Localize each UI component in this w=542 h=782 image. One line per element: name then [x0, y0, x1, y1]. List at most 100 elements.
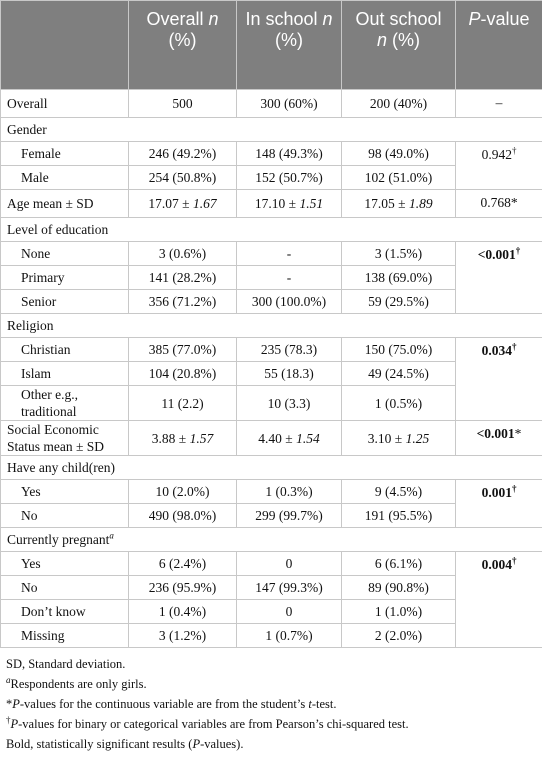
text: 89 (90.8%)	[368, 580, 429, 595]
value-cell: 500	[128, 89, 237, 118]
row-label: Islam	[0, 361, 129, 386]
text: -	[286, 246, 292, 261]
row: Social Economic Status mean ± SD 3.88 ± 1…	[0, 420, 542, 456]
value-cell: 0	[236, 551, 342, 576]
value-cell: 150 (75.0%)	[341, 337, 456, 362]
text: None	[21, 246, 51, 261]
superscript: †	[511, 483, 517, 494]
text: 490 (98.0%)	[148, 508, 217, 523]
value-cell: 4.40 ± 1.54	[236, 420, 342, 456]
value-cell: 17.10 ± 1.51	[236, 189, 342, 218]
text-run: 17.07 ±	[148, 196, 193, 211]
superscript: †	[6, 714, 11, 725]
text-run: -values for the continuous variable are …	[19, 697, 309, 711]
text-run: 1.51	[299, 196, 324, 211]
row-label: No	[0, 503, 129, 528]
text-run: 0.034	[481, 343, 512, 358]
text: Don’t know	[21, 604, 86, 619]
text: 10 (3.3)	[267, 395, 311, 411]
text: 0	[285, 556, 293, 571]
text-run: P	[10, 717, 19, 731]
text-run: t	[308, 697, 312, 711]
text: 356 (71.2%)	[148, 294, 217, 309]
p-value: 0.942†	[455, 141, 542, 190]
text-run: P	[468, 9, 481, 29]
row: Missing 3 (1.2%) 1 (0.7%) 2 (2.0%)	[0, 623, 542, 648]
text-run: 0.942	[481, 147, 512, 162]
text-run: -test.	[311, 697, 337, 711]
text: 11 (2.2)	[161, 395, 204, 411]
row-label: Other e.g., traditional	[0, 385, 129, 421]
superscript: a	[109, 530, 114, 541]
text: Level of education	[7, 222, 109, 237]
value-cell: 89 (90.8%)	[341, 575, 456, 600]
text: Overall	[7, 96, 48, 111]
footnote: SD, Standard deviation.	[6, 657, 536, 672]
text-run: 1.57	[189, 430, 214, 446]
value-cell: 138 (69.0%)	[341, 265, 456, 290]
row-label: Yes	[0, 479, 129, 504]
text: 104 (20.8%)	[148, 366, 217, 381]
p-value: 0.034†	[455, 337, 542, 421]
text: 500	[172, 96, 193, 111]
value-cell: 191 (95.5%)	[341, 503, 456, 528]
value-cell: 17.07 ± 1.67	[128, 189, 237, 218]
text-run: 1.89	[408, 196, 433, 211]
section-row: Religion	[0, 313, 542, 338]
text: 0.768*	[480, 195, 518, 210]
text: 299 (99.7%)	[255, 508, 323, 523]
value-cell: 1 (1.0%)	[341, 599, 456, 624]
text: Male	[21, 170, 49, 185]
value-cell: 1 (0.5%)	[341, 385, 456, 421]
row-label: Missing	[0, 623, 129, 648]
text: 152 (50.7%)	[255, 170, 323, 185]
value-cell: -	[236, 265, 342, 290]
p-value: <0.001*	[455, 420, 542, 456]
text-run: n	[376, 30, 387, 50]
row-label: No	[0, 575, 129, 600]
text-run: Out school	[355, 9, 442, 29]
value-cell: -	[236, 241, 342, 266]
row: Yes 10 (2.0%) 1 (0.3%) 9 (4.5%) 0.001†	[0, 479, 542, 528]
text: SD, Standard deviation.	[6, 657, 126, 671]
value-cell: 147 (99.3%)	[236, 575, 342, 600]
text: Yes	[21, 556, 41, 571]
value-cell: 3 (0.6%)	[128, 241, 237, 266]
text: 246 (49.2%)	[148, 146, 217, 161]
data-table: Overall n (%) In school n (%) Out school n…	[0, 0, 542, 648]
text-run: 1.54	[296, 430, 320, 446]
text-run: (%)	[275, 30, 303, 50]
text-run: n	[208, 9, 219, 29]
text-run: (%)	[168, 30, 197, 50]
text-run: P	[192, 737, 201, 751]
value-cell: 2 (2.0%)	[341, 623, 456, 648]
value-cell: 3 (1.2%)	[128, 623, 237, 648]
text: 49 (24.5%)	[368, 366, 429, 381]
text: No	[21, 508, 38, 523]
value-cell: 152 (50.7%)	[236, 165, 342, 190]
footnote: aRespondents are only girls.	[6, 675, 536, 692]
text-run: 17.05 ±	[364, 196, 409, 211]
text: 235 (78.3)	[260, 342, 318, 357]
text: 236 (95.9%)	[148, 580, 217, 595]
footnote: †P-values for binary or categorical vari…	[6, 714, 536, 732]
row-label: Social Economic Status mean ± SD	[0, 420, 129, 456]
text-run: Bold, statistically significant results …	[6, 737, 193, 751]
value-cell: 490 (98.0%)	[128, 503, 237, 528]
text: -	[286, 270, 292, 285]
value-cell: 1 (0.3%)	[236, 479, 342, 504]
row-label: Female	[0, 141, 129, 166]
text-run: *	[514, 426, 522, 441]
row-label: Senior	[0, 289, 129, 314]
text: 0	[285, 604, 293, 619]
value-cell: 3.88 ± 1.57	[128, 420, 237, 456]
footnote: Bold, statistically significant results …	[6, 737, 536, 752]
row: No 490 (98.0%) 299 (99.7%) 191 (95.5%)	[0, 503, 542, 528]
text: 138 (69.0%)	[364, 270, 433, 285]
section-label: Gender	[0, 117, 542, 142]
text-run: -values for binary or categorical variab…	[18, 717, 409, 731]
value-cell: 300 (100.0%)	[236, 289, 342, 314]
text: Have any child(ren)	[7, 460, 115, 475]
text: 1 (1.0%)	[374, 604, 423, 619]
text: 1 (0.7%)	[265, 628, 313, 643]
